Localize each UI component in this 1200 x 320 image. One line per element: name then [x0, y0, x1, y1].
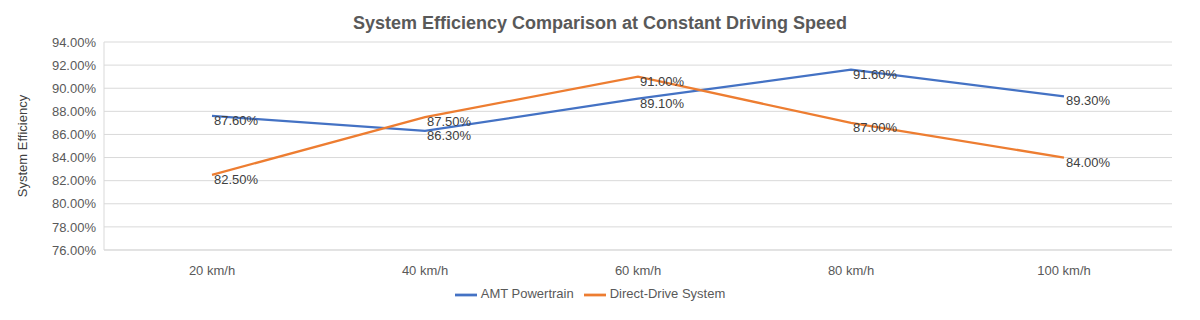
html-text:System Efficiency Comparison a: System Efficiency Comparison at Constant… [352, 13, 848, 33]
svg-text:92.00%: 92.00% [52, 58, 97, 73]
svg-text:87.00%: 87.00% [853, 120, 898, 135]
svg-text:87.60%: 87.60% [214, 113, 259, 128]
svg-text:60 km/h: 60 km/h [615, 263, 661, 278]
svg-text:System Efficiency: System Efficiency [15, 94, 30, 197]
svg-text:20 km/h: 20 km/h [189, 263, 235, 278]
svg-text:87.50%: 87.50% [427, 114, 472, 129]
svg-text:91.00%: 91.00% [640, 74, 685, 89]
svg-text:84.00%: 84.00% [52, 150, 97, 165]
svg-text:78.00%: 78.00% [52, 220, 97, 235]
svg-text:100 km/h: 100 km/h [1037, 263, 1090, 278]
svg-text:91.60%: 91.60% [853, 67, 898, 82]
svg-text:89.10%: 89.10% [640, 96, 685, 111]
svg-text:88.00%: 88.00% [52, 104, 97, 119]
svg-text:90.00%: 90.00% [52, 81, 97, 96]
svg-text:80 km/h: 80 km/h [828, 263, 874, 278]
svg-text:80.00%: 80.00% [52, 196, 97, 211]
svg-text:84.00%: 84.00% [1066, 155, 1111, 170]
svg-text:86.30%: 86.30% [427, 128, 472, 143]
svg-text:86.00%: 86.00% [52, 127, 97, 142]
svg-text:76.00%: 76.00% [52, 243, 97, 258]
svg-text:94.00%: 94.00% [52, 38, 97, 50]
html-text:AMT Powertrain: AMT Powertrain [480, 286, 574, 302]
html-text:Direct-Drive System: Direct-Drive System [609, 286, 726, 302]
svg-text:89.30%: 89.30% [1066, 93, 1111, 108]
svg-text:82.00%: 82.00% [52, 173, 97, 188]
svg-text:82.50%: 82.50% [214, 172, 259, 187]
svg-text:40 km/h: 40 km/h [402, 263, 448, 278]
